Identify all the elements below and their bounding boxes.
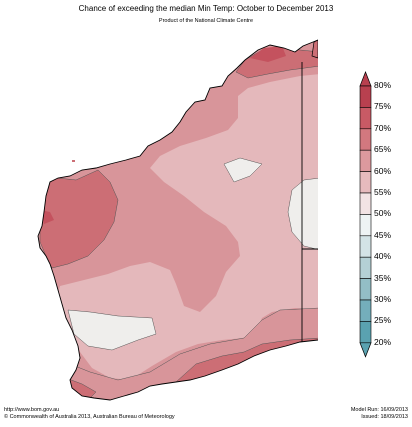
legend-tick: 60% [374, 165, 392, 176]
legend-swatch [359, 192, 372, 215]
legend-tick: 50% [374, 208, 392, 219]
legend-colorbar [359, 71, 372, 358]
legend-tick: 20% [374, 336, 392, 347]
footer-issued: Issued: 18/09/2013 [361, 414, 408, 420]
legend-swatch [359, 128, 372, 151]
legend-tick: 80% [374, 80, 392, 90]
region-65pct-south-coast [59, 307, 318, 400]
footer-copyright: © Commonwealth of Australia 2013, Austra… [4, 414, 175, 420]
legend-tick: 70% [374, 122, 392, 133]
legend-tick: 40% [374, 251, 392, 262]
legend-swatch [359, 149, 372, 172]
chart-title: Chance of exceeding the median Min Temp:… [78, 4, 334, 13]
offshore-island-marker [72, 160, 75, 162]
legend-swatch [359, 321, 372, 344]
footer-left: http://www.bom.gov.au © Commonwealth of … [4, 407, 175, 421]
legend-swatch [359, 256, 372, 279]
region-75pct-north [250, 46, 286, 62]
footer-url[interactable]: http://www.bom.gov.au [4, 407, 60, 413]
footer-model-run: Model Run: 16/09/2013 [350, 407, 408, 413]
legend-tick: 35% [374, 272, 392, 283]
legend-bottom-triangle [359, 342, 372, 358]
legend-swatch [359, 235, 372, 258]
legend-swatch [359, 278, 372, 301]
white-mask-right [318, 30, 358, 360]
legend-tick: 30% [374, 294, 392, 304]
legend-tick: 55% [374, 187, 392, 197]
legend-swatch [359, 214, 372, 237]
legend-tick: 25% [374, 315, 392, 326]
region-55pct-central [223, 157, 263, 183]
region-55pct-south [67, 309, 157, 351]
legend-swatch [359, 171, 372, 194]
legend-tick: 65% [374, 144, 392, 155]
legend-tick: 75% [374, 101, 392, 112]
coastline-outline [37, 39, 319, 401]
legend-swatch [359, 299, 372, 322]
legend-top-triangle [359, 71, 372, 87]
footer-right: Model Run: 16/09/2013 Issued: 18/09/2013 [351, 407, 408, 421]
chart-subtitle: Product of the National Climate Centre [158, 18, 254, 24]
legend-swatch [359, 85, 372, 108]
legend-swatch [359, 107, 372, 130]
region-60pct-interior [56, 74, 318, 380]
legend-tick: 45% [374, 229, 392, 240]
